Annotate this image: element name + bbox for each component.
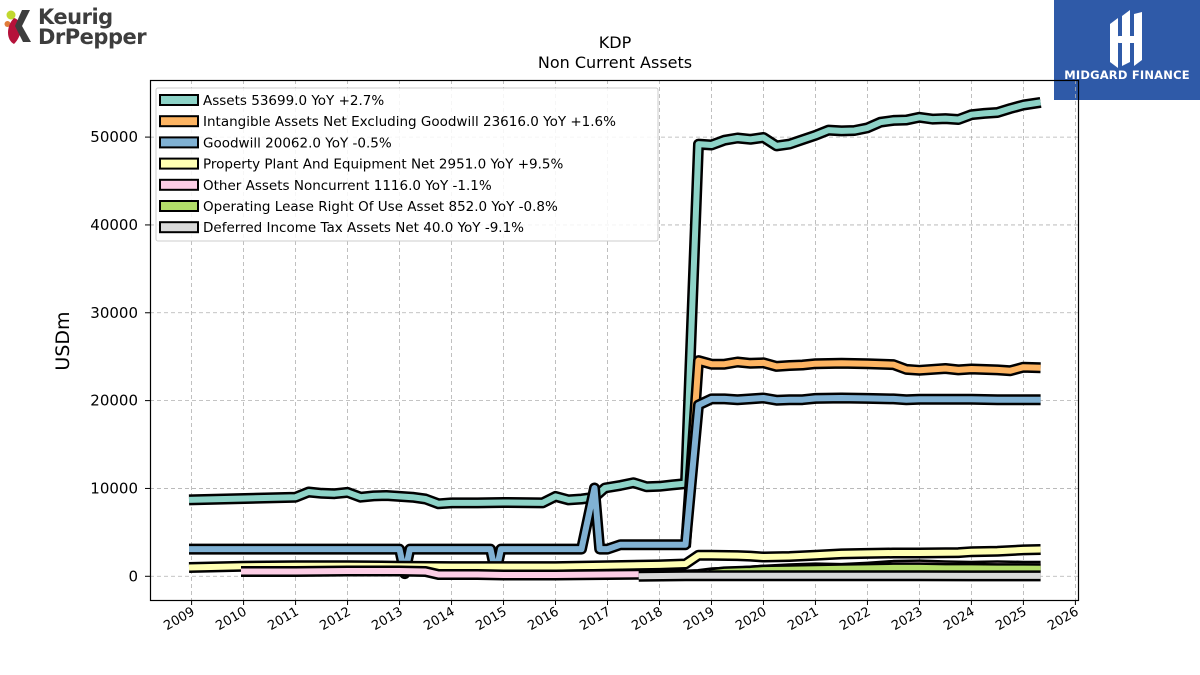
y-axis-label: USDm: [52, 311, 74, 370]
x-tick-label: 2017: [577, 604, 613, 634]
legend-entry: Other Assets Noncurrent 1116.0 YoY -1.1%: [203, 178, 492, 194]
x-tick-label: 2011: [265, 604, 301, 634]
x-tick-label: 2025: [993, 604, 1029, 634]
y-tick-label: 0: [128, 567, 138, 585]
legend-swatch: [159, 178, 199, 191]
series-line: [682, 357, 1041, 548]
x-tick-label: 2019: [681, 604, 717, 634]
legend-swatch: [159, 200, 199, 212]
x-tick-label: 2014: [421, 604, 457, 634]
y-tick-label: 10000: [90, 479, 138, 497]
legend-swatch: [159, 94, 199, 106]
y-tick-label: 50000: [90, 128, 138, 146]
series-line-outline: [680, 355, 1041, 548]
legend: Assets 53699.0 YoY +2.7% Intangible Asset…: [155, 87, 659, 242]
x-tick-label: 2021: [785, 604, 821, 634]
series-intangible-assets-net-excluding-goodwill: [680, 355, 1041, 548]
x-tick-label: 2009: [161, 604, 197, 634]
logo-word-drpepper: DrPepper: [38, 25, 147, 49]
x-tick-label: 2026: [1045, 604, 1081, 634]
x-tick-label: 2024: [941, 604, 977, 634]
x-tick-label: 2012: [317, 604, 353, 634]
x-tick-label: 2018: [629, 604, 665, 634]
x-tick-label: 2015: [473, 604, 509, 634]
keurig-dr-pepper-logo: Keurig DrPepper: [4, 4, 164, 49]
y-tick-label: 20000: [90, 392, 138, 410]
y-tick-label: 40000: [90, 216, 138, 234]
legend-box: [155, 87, 659, 242]
x-tick-label: 2020: [733, 604, 769, 634]
legend-entry: Intangible Assets Net Excluding Goodwill…: [203, 114, 616, 130]
legend-entry: Assets 53699.0 YoY +2.7%: [203, 93, 384, 109]
y-tick-label: 30000: [90, 304, 138, 322]
legend-entry: Deferred Income Tax Assets Net 40.0 YoY …: [203, 220, 524, 236]
partner-name: MIDGARD FINANCE: [1064, 68, 1190, 82]
chart-subtitle: Non Current Assets: [538, 53, 692, 72]
legend-entry: Operating Lease Right Of Use Asset 852.0…: [203, 199, 558, 215]
plot-area-frame: [149, 79, 1080, 602]
x-tick-label: 2023: [889, 604, 925, 634]
legend-entry: Property Plant And Equipment Net 2951.0 …: [203, 157, 563, 173]
midgard-emblem-icon: [1110, 10, 1142, 68]
legend-entry: Goodwill 20062.0 YoY -0.5%: [203, 135, 392, 151]
series-line: [638, 572, 1041, 580]
x-tick-label: 2022: [837, 604, 873, 634]
legend-swatch: [159, 136, 199, 149]
logo-emblem-icon: [4, 10, 31, 44]
legend-swatch: [159, 221, 199, 234]
x-tick-label: 2016: [525, 604, 561, 634]
chart-title: KDP: [599, 33, 632, 52]
logo-word-keurig: Keurig: [38, 5, 113, 29]
x-tick-label: 2010: [213, 604, 249, 634]
legend-swatch: [159, 115, 199, 128]
series-deferred-income-tax-assets-net: [638, 570, 1041, 582]
legend-swatch: [159, 157, 199, 170]
x-tick-label: 2013: [369, 604, 405, 634]
series-lines: [188, 96, 1042, 582]
